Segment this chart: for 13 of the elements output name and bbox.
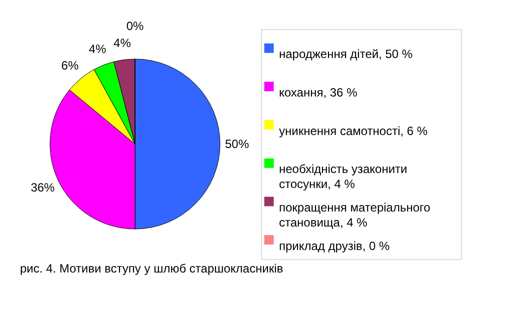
- legend-label: уникнення самотності, 6 %: [279, 124, 428, 138]
- text: 0%: [126, 19, 144, 33]
- legend-label: необхідність узаконити стосунки, 4 %: [279, 162, 408, 192]
- legend-label: покращення матеріального становища, 4 %: [279, 200, 431, 230]
- legend-label: приклад друзів, 0 %: [279, 238, 390, 253]
- text: рис. 4. Мотиви вступу у шлюб старшокласників: [20, 262, 284, 276]
- data-label: 4%: [88, 42, 106, 56]
- legend-label: народження дітей, 50 %: [279, 47, 413, 62]
- data-label: 6%: [61, 58, 79, 72]
- data-label: 50%: [224, 137, 250, 151]
- data-label: 4%: [114, 36, 132, 50]
- legend-label: кохання, 36 %: [279, 86, 358, 100]
- data-label: 36%: [30, 180, 56, 194]
